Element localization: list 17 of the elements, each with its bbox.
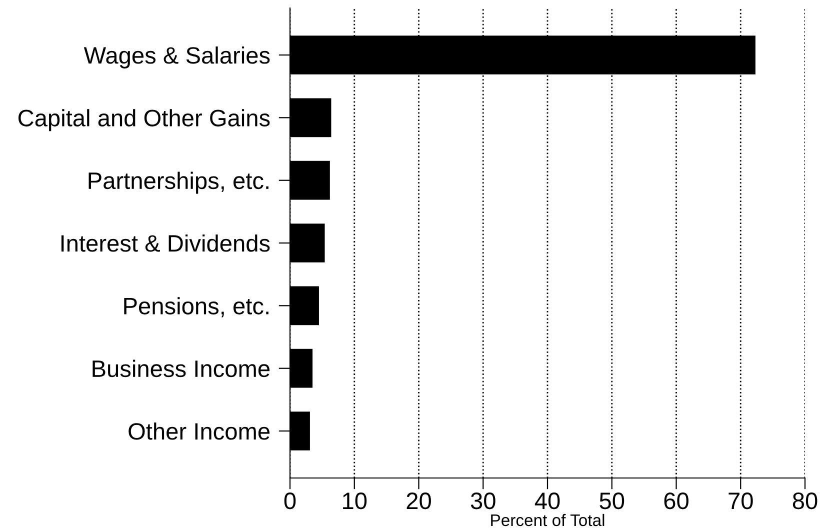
x-tick-label: 0 bbox=[284, 492, 296, 510]
x-tick-label: 40 bbox=[534, 492, 560, 510]
y-tick-label: Partnerships, etc. bbox=[88, 172, 268, 194]
y-tick-label: Wages & Salaries bbox=[84, 46, 270, 68]
x-tick-label: 30 bbox=[470, 492, 496, 510]
x-tick-label: 80 bbox=[792, 492, 818, 510]
y-tick-label: Business Income bbox=[92, 360, 270, 378]
x-axis-title: Percent of Total bbox=[491, 514, 604, 526]
x-tick-label: 60 bbox=[664, 492, 688, 510]
y-tick-label: Capital and Other Gains bbox=[18, 109, 270, 132]
x-tick-label: 70 bbox=[728, 492, 753, 510]
x-tick-label: 20 bbox=[406, 492, 431, 510]
y-tick-label: Interest & Dividends bbox=[61, 234, 270, 252]
y-tick-label: Other Income bbox=[128, 422, 270, 440]
y-tick-label: Pensions, etc. bbox=[124, 297, 268, 318]
x-tick-label: 50 bbox=[600, 492, 624, 510]
x-tick-label: 10 bbox=[343, 492, 367, 510]
